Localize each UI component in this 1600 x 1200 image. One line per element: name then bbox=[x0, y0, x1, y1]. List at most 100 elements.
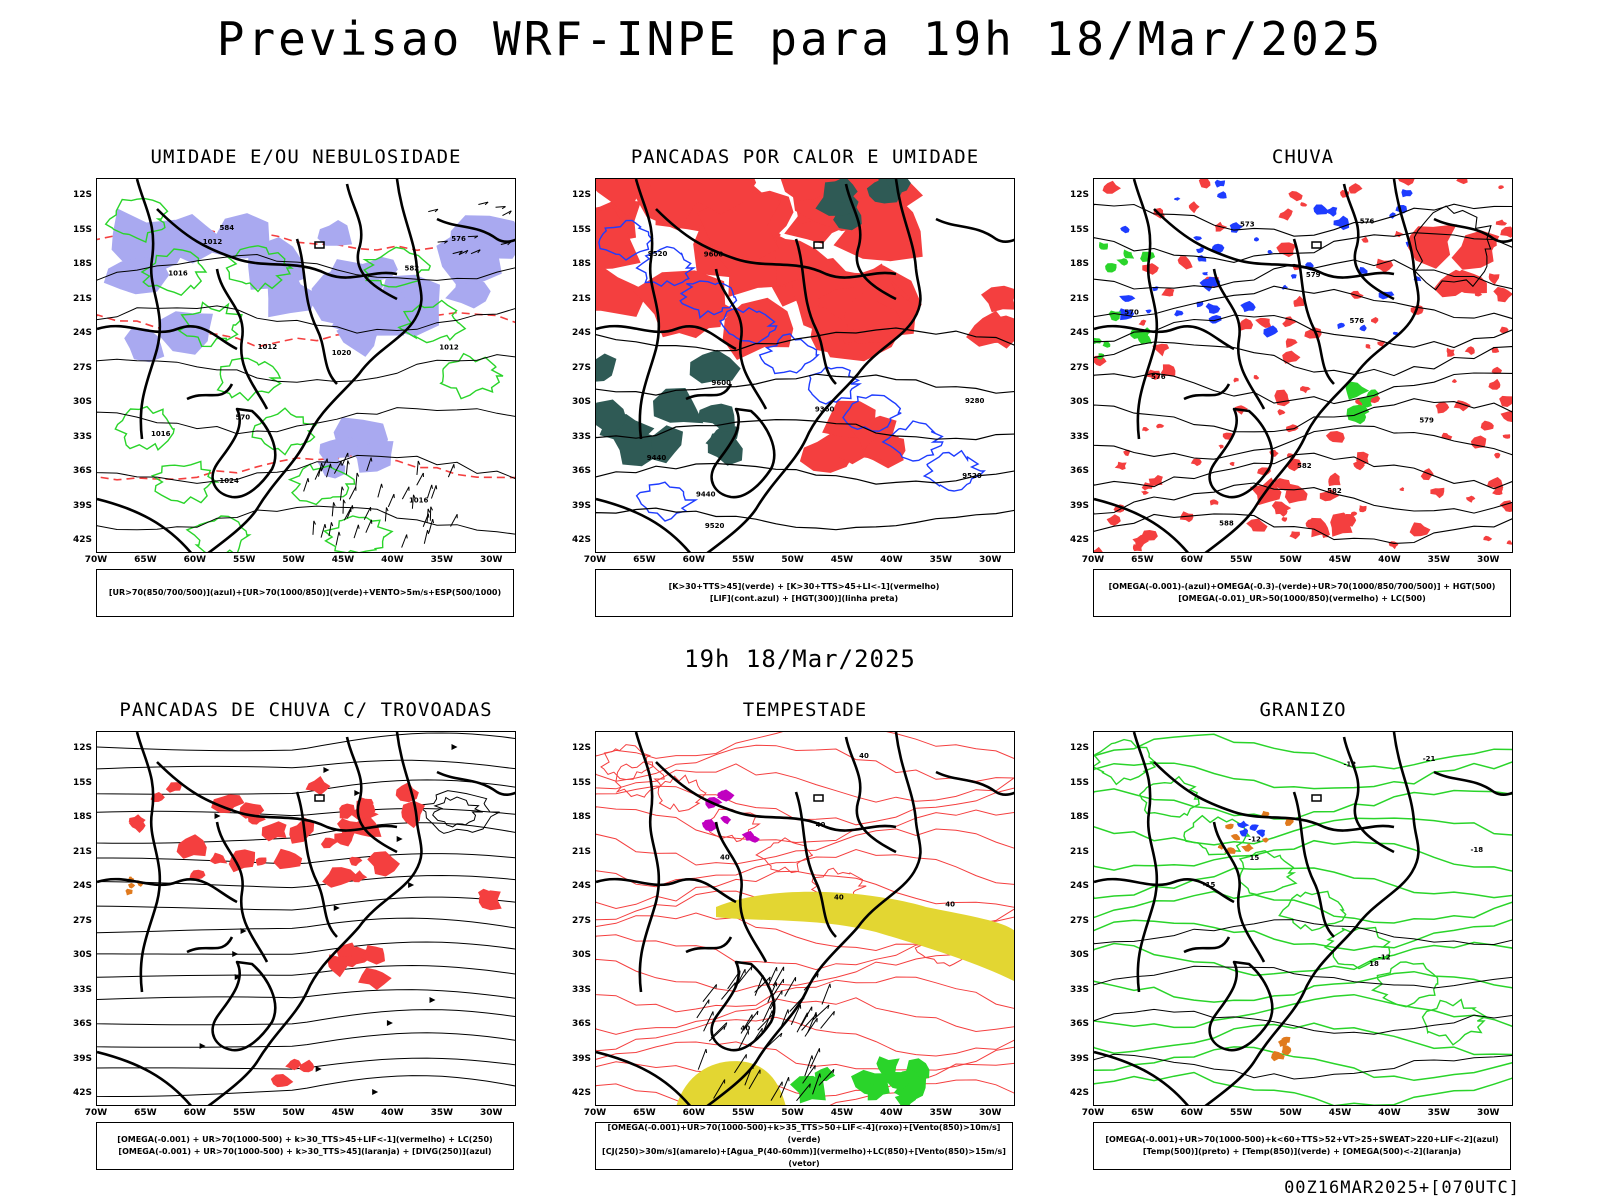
coastline-border bbox=[596, 1050, 691, 1105]
field-blob bbox=[1254, 237, 1260, 242]
field-blob bbox=[1152, 343, 1170, 357]
field-blob bbox=[1371, 317, 1379, 324]
coastline-border bbox=[1132, 732, 1159, 993]
legend-line: [OMEGA(-0.001) + UR>70(1000-500) + k>30_… bbox=[118, 1147, 492, 1156]
coastline-border bbox=[1094, 877, 1235, 904]
field-blob bbox=[1398, 179, 1415, 186]
map-frame[interactable]: 40 40 40 40 40 40 bbox=[595, 731, 1015, 1106]
map-frame[interactable]: 9600 9600 9520 9520 9440 9440 9360 9280 9520 bbox=[595, 178, 1015, 553]
coastline-border bbox=[211, 960, 277, 1052]
field-blob bbox=[843, 287, 888, 342]
field-blob bbox=[1288, 191, 1303, 202]
field-blob bbox=[1498, 185, 1504, 190]
lon-tick-label: 55W bbox=[232, 555, 256, 565]
map-frame[interactable] bbox=[96, 731, 516, 1106]
field-blob bbox=[1276, 242, 1297, 258]
coastline-border bbox=[156, 208, 398, 279]
streamline-arrow bbox=[396, 836, 403, 842]
lat-tick-label: 15S bbox=[72, 224, 92, 235]
field-blob bbox=[596, 179, 652, 217]
field-blob bbox=[334, 831, 356, 847]
field-blob bbox=[1456, 179, 1468, 185]
map-frame[interactable]: 1012 1012 1012 1016 1016 1016 1020 1024 570 576 58… bbox=[96, 178, 516, 553]
wind-vector bbox=[809, 1048, 820, 1069]
legend-line: [K>30+TTS>45](verde) + [K>30+TTS>45+LI<-… bbox=[668, 582, 940, 591]
wind-vector bbox=[326, 463, 331, 478]
field-blob bbox=[348, 441, 394, 473]
map-frame[interactable]: -12 -12 -15 -18 -12 -21 15 18 bbox=[1093, 731, 1513, 1106]
wind-vector-head bbox=[432, 519, 435, 524]
wind-vector bbox=[502, 210, 512, 216]
coastline-border bbox=[97, 324, 238, 351]
wind-vector-head bbox=[430, 506, 434, 511]
lon-tick-label: 50W bbox=[282, 1108, 305, 1118]
lon-tick-label: 60W bbox=[682, 1108, 706, 1118]
wind-vector-head bbox=[780, 1032, 783, 1038]
lon-tick-label: 40W bbox=[880, 1108, 903, 1118]
wind-vector-head bbox=[356, 472, 360, 477]
contour-line bbox=[97, 505, 515, 535]
coastline-border bbox=[794, 238, 837, 385]
wind-vector-head bbox=[434, 208, 439, 213]
field-blob bbox=[1281, 1036, 1291, 1043]
page-title: Previsao WRF-INPE para 19h 18/Mar/2025 bbox=[216, 12, 1384, 66]
contour-line bbox=[97, 354, 515, 383]
field-blob bbox=[1218, 444, 1224, 449]
contour-line bbox=[140, 248, 208, 297]
contour-line bbox=[596, 327, 1014, 352]
panel-legend: [K>30+TTS>45](verde) + [K>30+TTS>45+LI<-… bbox=[595, 569, 1013, 617]
contour-label: 588 bbox=[1219, 520, 1234, 528]
field-blob bbox=[1488, 273, 1500, 285]
contour-line bbox=[114, 405, 175, 451]
field-blob bbox=[613, 431, 656, 467]
contour-line bbox=[679, 280, 738, 320]
contour-line bbox=[1094, 788, 1512, 820]
lat-tick-label: 27S bbox=[72, 362, 92, 373]
field-blob bbox=[596, 266, 648, 317]
wind-vector bbox=[757, 1013, 774, 1031]
contour-line bbox=[842, 394, 902, 432]
field-blob bbox=[319, 437, 354, 463]
wind-vector-head bbox=[768, 976, 771, 981]
wind-vector-head bbox=[435, 485, 438, 490]
wind-vector-head bbox=[832, 1069, 835, 1074]
lat-tick-label: 24S bbox=[72, 881, 92, 891]
lat-tick-label: 42S bbox=[1069, 535, 1089, 545]
coastline-border bbox=[97, 497, 192, 552]
lon-tick-label: 70W bbox=[84, 1108, 108, 1118]
wind-vector-head bbox=[413, 494, 416, 499]
field-blob bbox=[1284, 818, 1294, 826]
contour-label: 582 bbox=[1297, 462, 1312, 470]
contour-label: 9600 bbox=[711, 379, 731, 387]
lon-tick-label: 50W bbox=[781, 555, 804, 565]
wind-vector-head bbox=[333, 502, 336, 507]
map-frame[interactable]: 588 582 579 576 573 570 582 576 579 576 bbox=[1093, 178, 1513, 553]
lat-tick-label: 24S bbox=[571, 328, 591, 338]
contour-line bbox=[1094, 890, 1512, 924]
wind-vector bbox=[303, 478, 309, 492]
lat-tick-label: 15S bbox=[1069, 777, 1089, 788]
field-blob bbox=[1236, 820, 1250, 829]
field-blob bbox=[775, 237, 832, 287]
contour-line bbox=[719, 306, 778, 345]
contour-line bbox=[596, 732, 1014, 760]
streamline bbox=[97, 917, 515, 934]
lat-tick-label: 15S bbox=[72, 777, 92, 788]
field-blob bbox=[128, 819, 146, 833]
field-blob bbox=[1120, 225, 1130, 234]
wind-vector bbox=[703, 1011, 714, 1032]
field-blob bbox=[1209, 499, 1219, 506]
field-blob bbox=[158, 311, 213, 355]
lon-tick-label: 65W bbox=[134, 555, 157, 565]
field-blob bbox=[1225, 823, 1234, 830]
map-plot: 1012 1012 1012 1016 1016 1016 1020 1024 570 576 58… bbox=[97, 179, 515, 552]
coastline-border bbox=[1433, 770, 1512, 796]
wind-vector-head bbox=[370, 457, 373, 462]
lat-tick-label: 27S bbox=[1069, 362, 1089, 373]
lat-tick-label: 42S bbox=[72, 1088, 92, 1098]
contour-line bbox=[322, 515, 394, 552]
lat-tick-label: 27S bbox=[571, 915, 591, 926]
wind-vector bbox=[331, 502, 334, 517]
field-blob bbox=[1401, 189, 1413, 198]
wind-vector-head bbox=[347, 460, 350, 465]
